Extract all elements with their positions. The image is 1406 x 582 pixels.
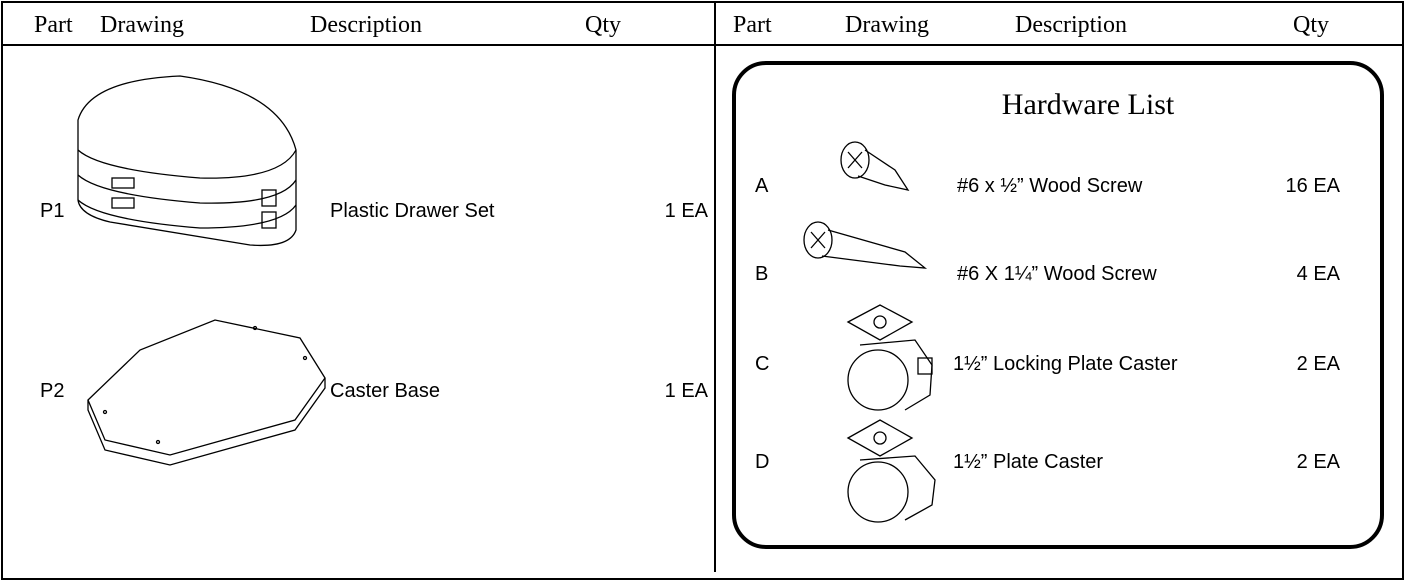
item-id: A: [755, 175, 769, 197]
part-qty: 1 EA: [665, 380, 709, 402]
item-id: C: [755, 353, 769, 375]
caster-drawing: [846, 419, 936, 523]
hardware-title: Hardware List: [1002, 88, 1175, 121]
header: Part: [34, 12, 73, 38]
caster-base-drawing: [87, 319, 326, 466]
item-qty: 4 EA: [1297, 263, 1341, 285]
header: Drawing: [845, 12, 929, 38]
item-description: 1½” Locking Plate Caster: [953, 353, 1178, 375]
item-qty: 2 EA: [1297, 451, 1341, 473]
part-id: P1: [40, 200, 64, 222]
screw-drawing: [840, 141, 910, 191]
header: Description: [1015, 12, 1127, 38]
item-qty: 2 EA: [1297, 353, 1341, 375]
item-id: D: [755, 451, 769, 473]
hardware-box: [732, 61, 1384, 549]
drawer-drawing: [77, 75, 297, 247]
header: Part: [733, 12, 772, 38]
item-description: #6 x ½” Wood Screw: [957, 175, 1143, 197]
item-description: #6 X 1¼” Wood Screw: [957, 263, 1157, 285]
item-qty: 16 EA: [1286, 175, 1341, 197]
header: Qty: [585, 12, 621, 38]
part-qty: 1 EA: [665, 200, 709, 222]
header: Description: [310, 12, 422, 38]
part-id: P2: [40, 380, 64, 402]
item-description: 1½” Plate Caster: [953, 451, 1103, 473]
header: Qty: [1293, 12, 1329, 38]
part-description: Caster Base: [330, 380, 440, 402]
header: Drawing: [100, 12, 184, 38]
part-description: Plastic Drawer Set: [330, 200, 495, 222]
item-id: B: [755, 263, 768, 285]
caster-drawing: [846, 304, 933, 411]
screw-drawing: [803, 221, 928, 269]
